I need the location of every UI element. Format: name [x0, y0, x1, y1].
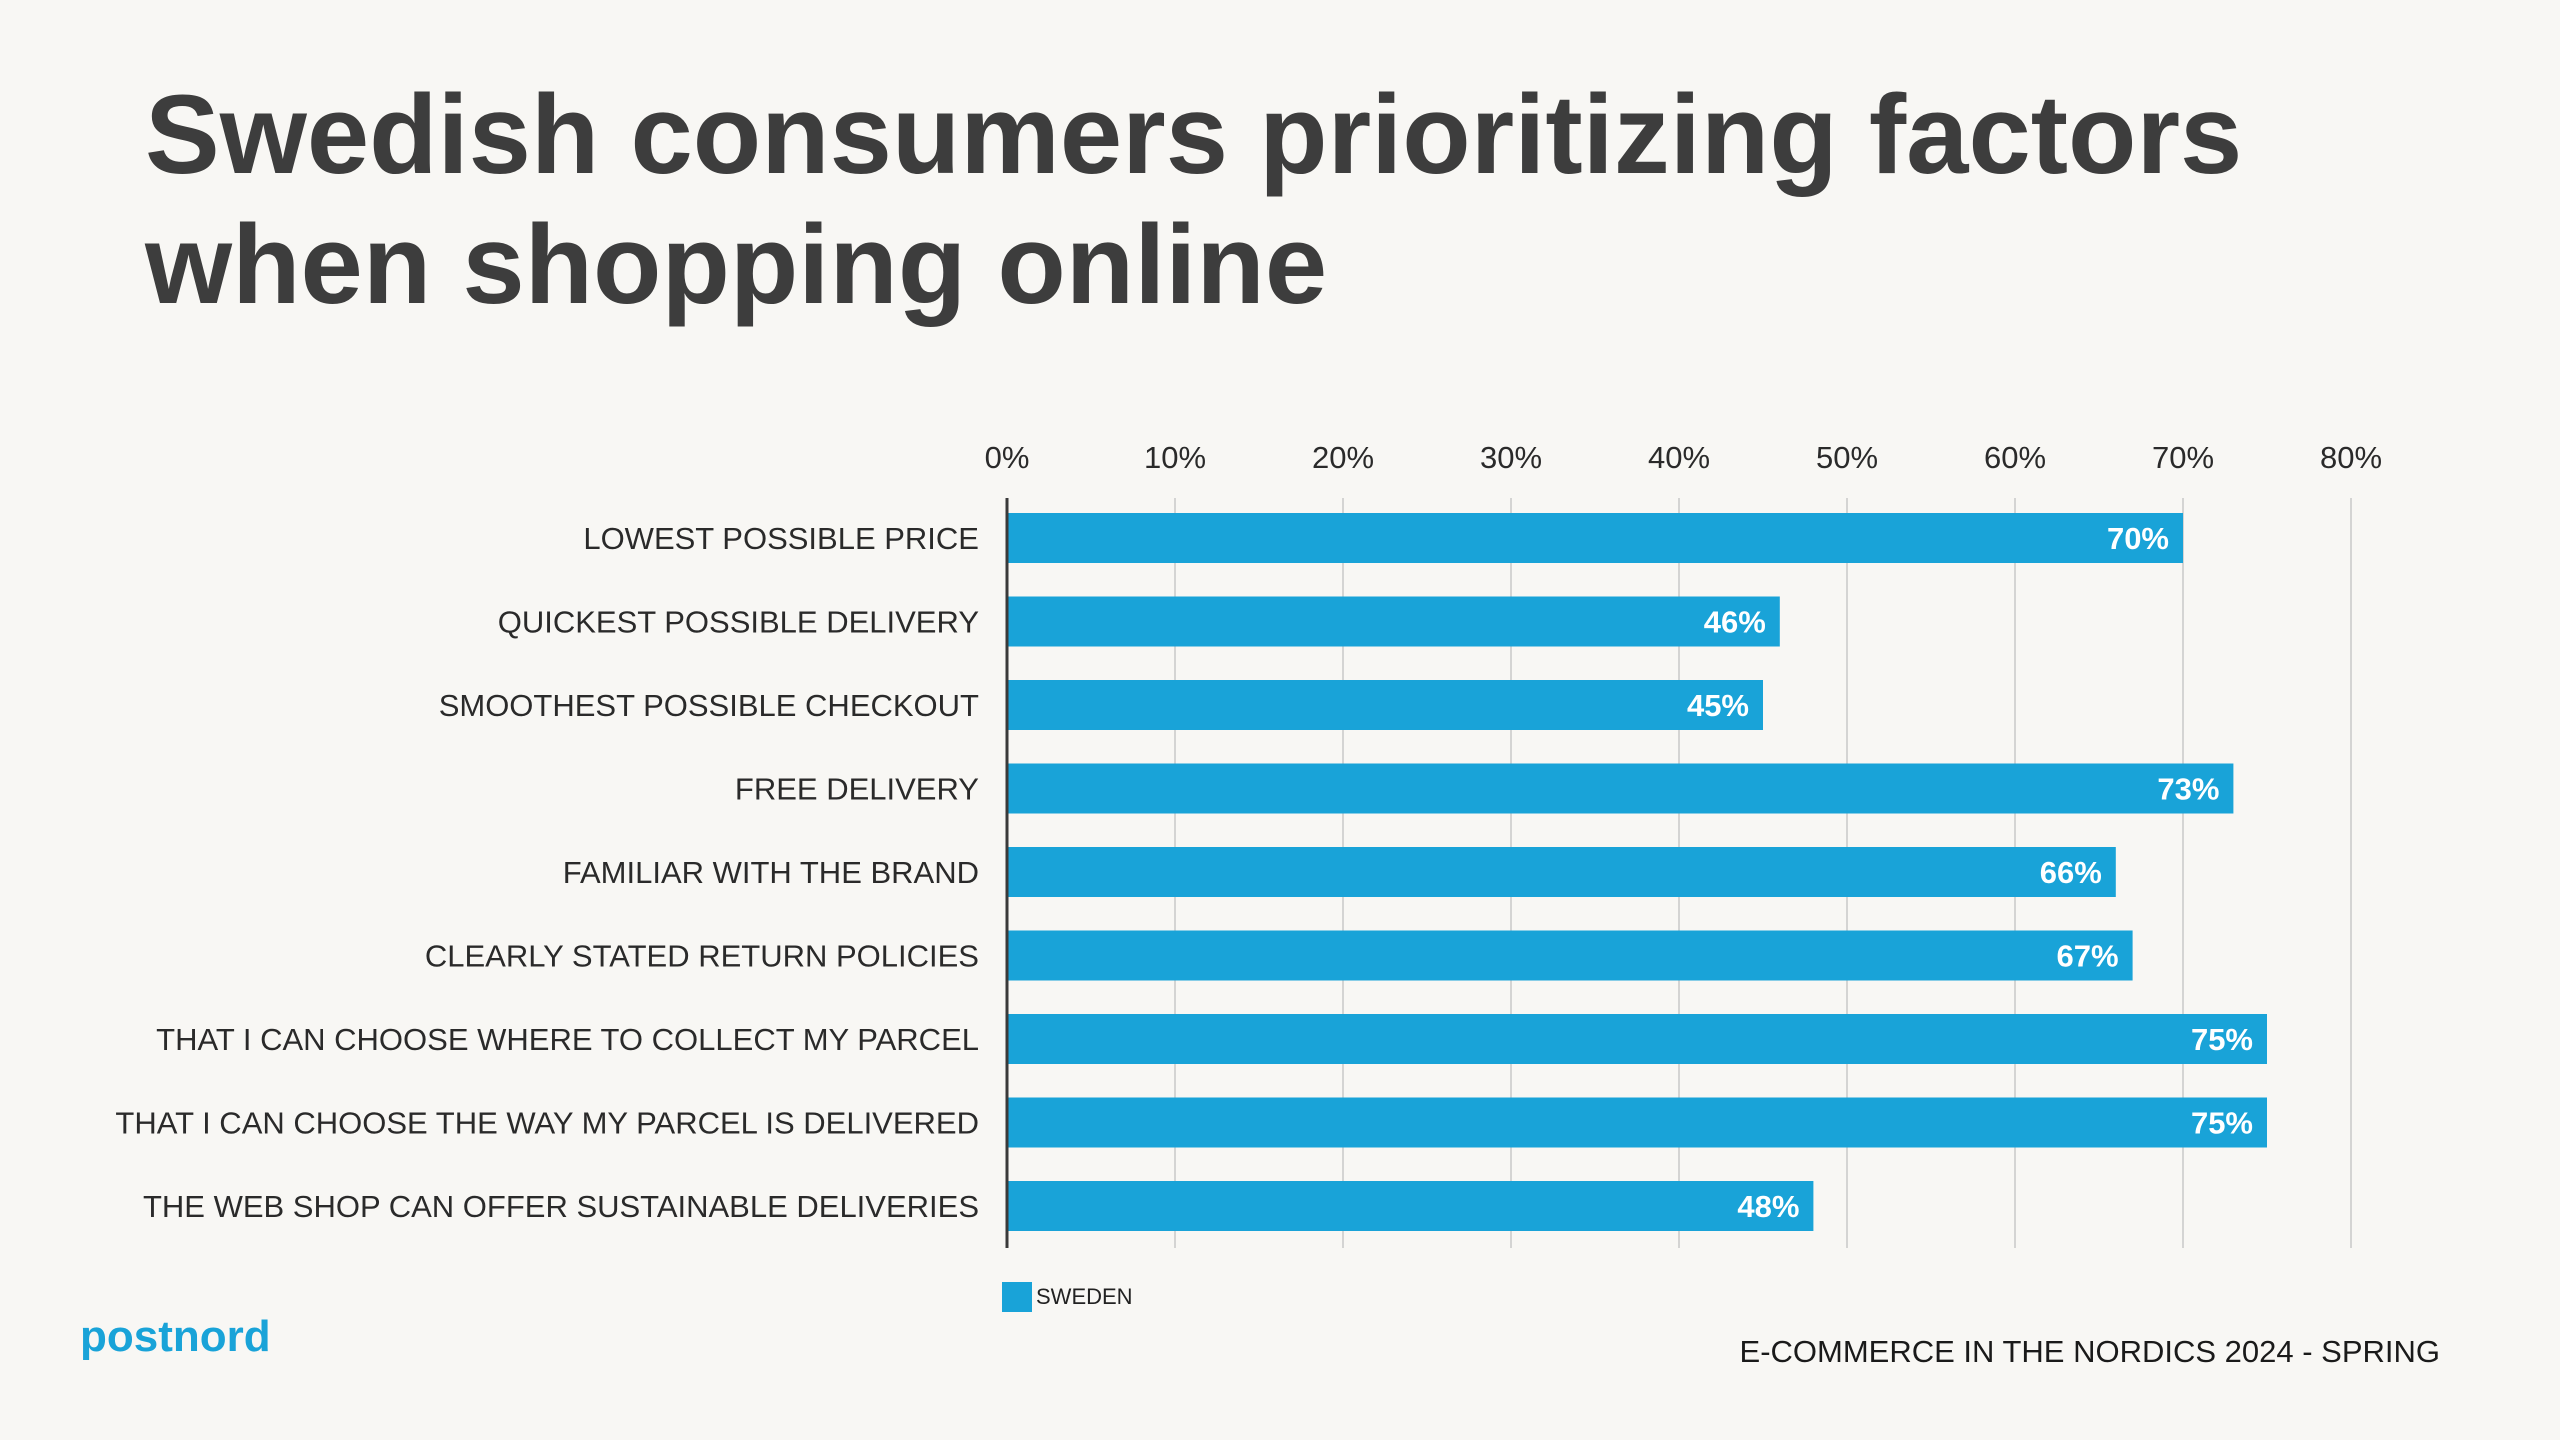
chart-title: Swedish consumers prioritizing factors w…: [145, 72, 2243, 327]
data-label: 45%: [1687, 688, 1749, 723]
category-label: THAT I CAN CHOOSE THE WAY MY PARCEL IS D…: [115, 1106, 979, 1141]
x-tick-label: 30%: [1480, 440, 1542, 475]
bar: [1007, 1181, 1814, 1231]
category-label: FREE DELIVERY: [735, 772, 979, 807]
footer-text: E-COMMERCE IN THE NORDICS 2024 - SPRING: [1739, 1334, 2440, 1369]
category-label: LOWEST POSSIBLE PRICE: [583, 521, 979, 556]
x-tick-label: 60%: [1984, 440, 2046, 475]
x-tick-label: 40%: [1648, 440, 1710, 475]
data-label: 70%: [2107, 521, 2169, 556]
x-tick-label: 50%: [1816, 440, 1878, 475]
category-label: QUICKEST POSSIBLE DELIVERY: [498, 605, 979, 640]
data-label: 75%: [2191, 1106, 2253, 1141]
postnord-logo: postnord: [80, 1312, 271, 1361]
data-label: 67%: [2057, 939, 2119, 974]
x-tick-label: 70%: [2152, 440, 2214, 475]
x-tick-label: 80%: [2320, 440, 2382, 475]
bar: [1007, 1014, 2267, 1064]
bars: [1005, 498, 2267, 1248]
category-label: THAT I CAN CHOOSE WHERE TO COLLECT MY PA…: [156, 1022, 979, 1057]
legend: SWEDEN: [1002, 1282, 1133, 1312]
bar: [1007, 763, 2234, 814]
labels: 0% 10% 20% 30% 40% 50% 60% 70% 80% LOWEST POSSIBL…: [115, 440, 2382, 1224]
category-label: THE WEB SHOP CAN OFFER SUSTAINABLE DELIV…: [143, 1189, 979, 1224]
bar: [1007, 680, 1763, 730]
bar: [1007, 847, 2116, 897]
category-label: SMOOTHEST POSSIBLE CHECKOUT: [439, 688, 979, 723]
legend-label-sweden: SWEDEN: [1036, 1284, 1133, 1309]
data-label: 66%: [2040, 855, 2102, 890]
bar: [1007, 596, 1780, 647]
data-label: 48%: [1737, 1189, 1799, 1224]
bar: [1007, 1097, 2267, 1148]
bar: [1007, 513, 2183, 563]
x-tick-label: 10%: [1144, 440, 1206, 475]
category-label: CLEARLY STATED RETURN POLICIES: [425, 939, 979, 974]
data-label: 73%: [2157, 772, 2219, 807]
legend-swatch-sweden: [1002, 1282, 1032, 1312]
x-tick-label: 0%: [985, 440, 1030, 475]
data-label: 75%: [2191, 1022, 2253, 1057]
data-label: 46%: [1704, 605, 1766, 640]
category-label: FAMILIAR WITH THE BRAND: [563, 855, 979, 890]
bar: [1007, 930, 2133, 981]
x-tick-label: 20%: [1312, 440, 1374, 475]
